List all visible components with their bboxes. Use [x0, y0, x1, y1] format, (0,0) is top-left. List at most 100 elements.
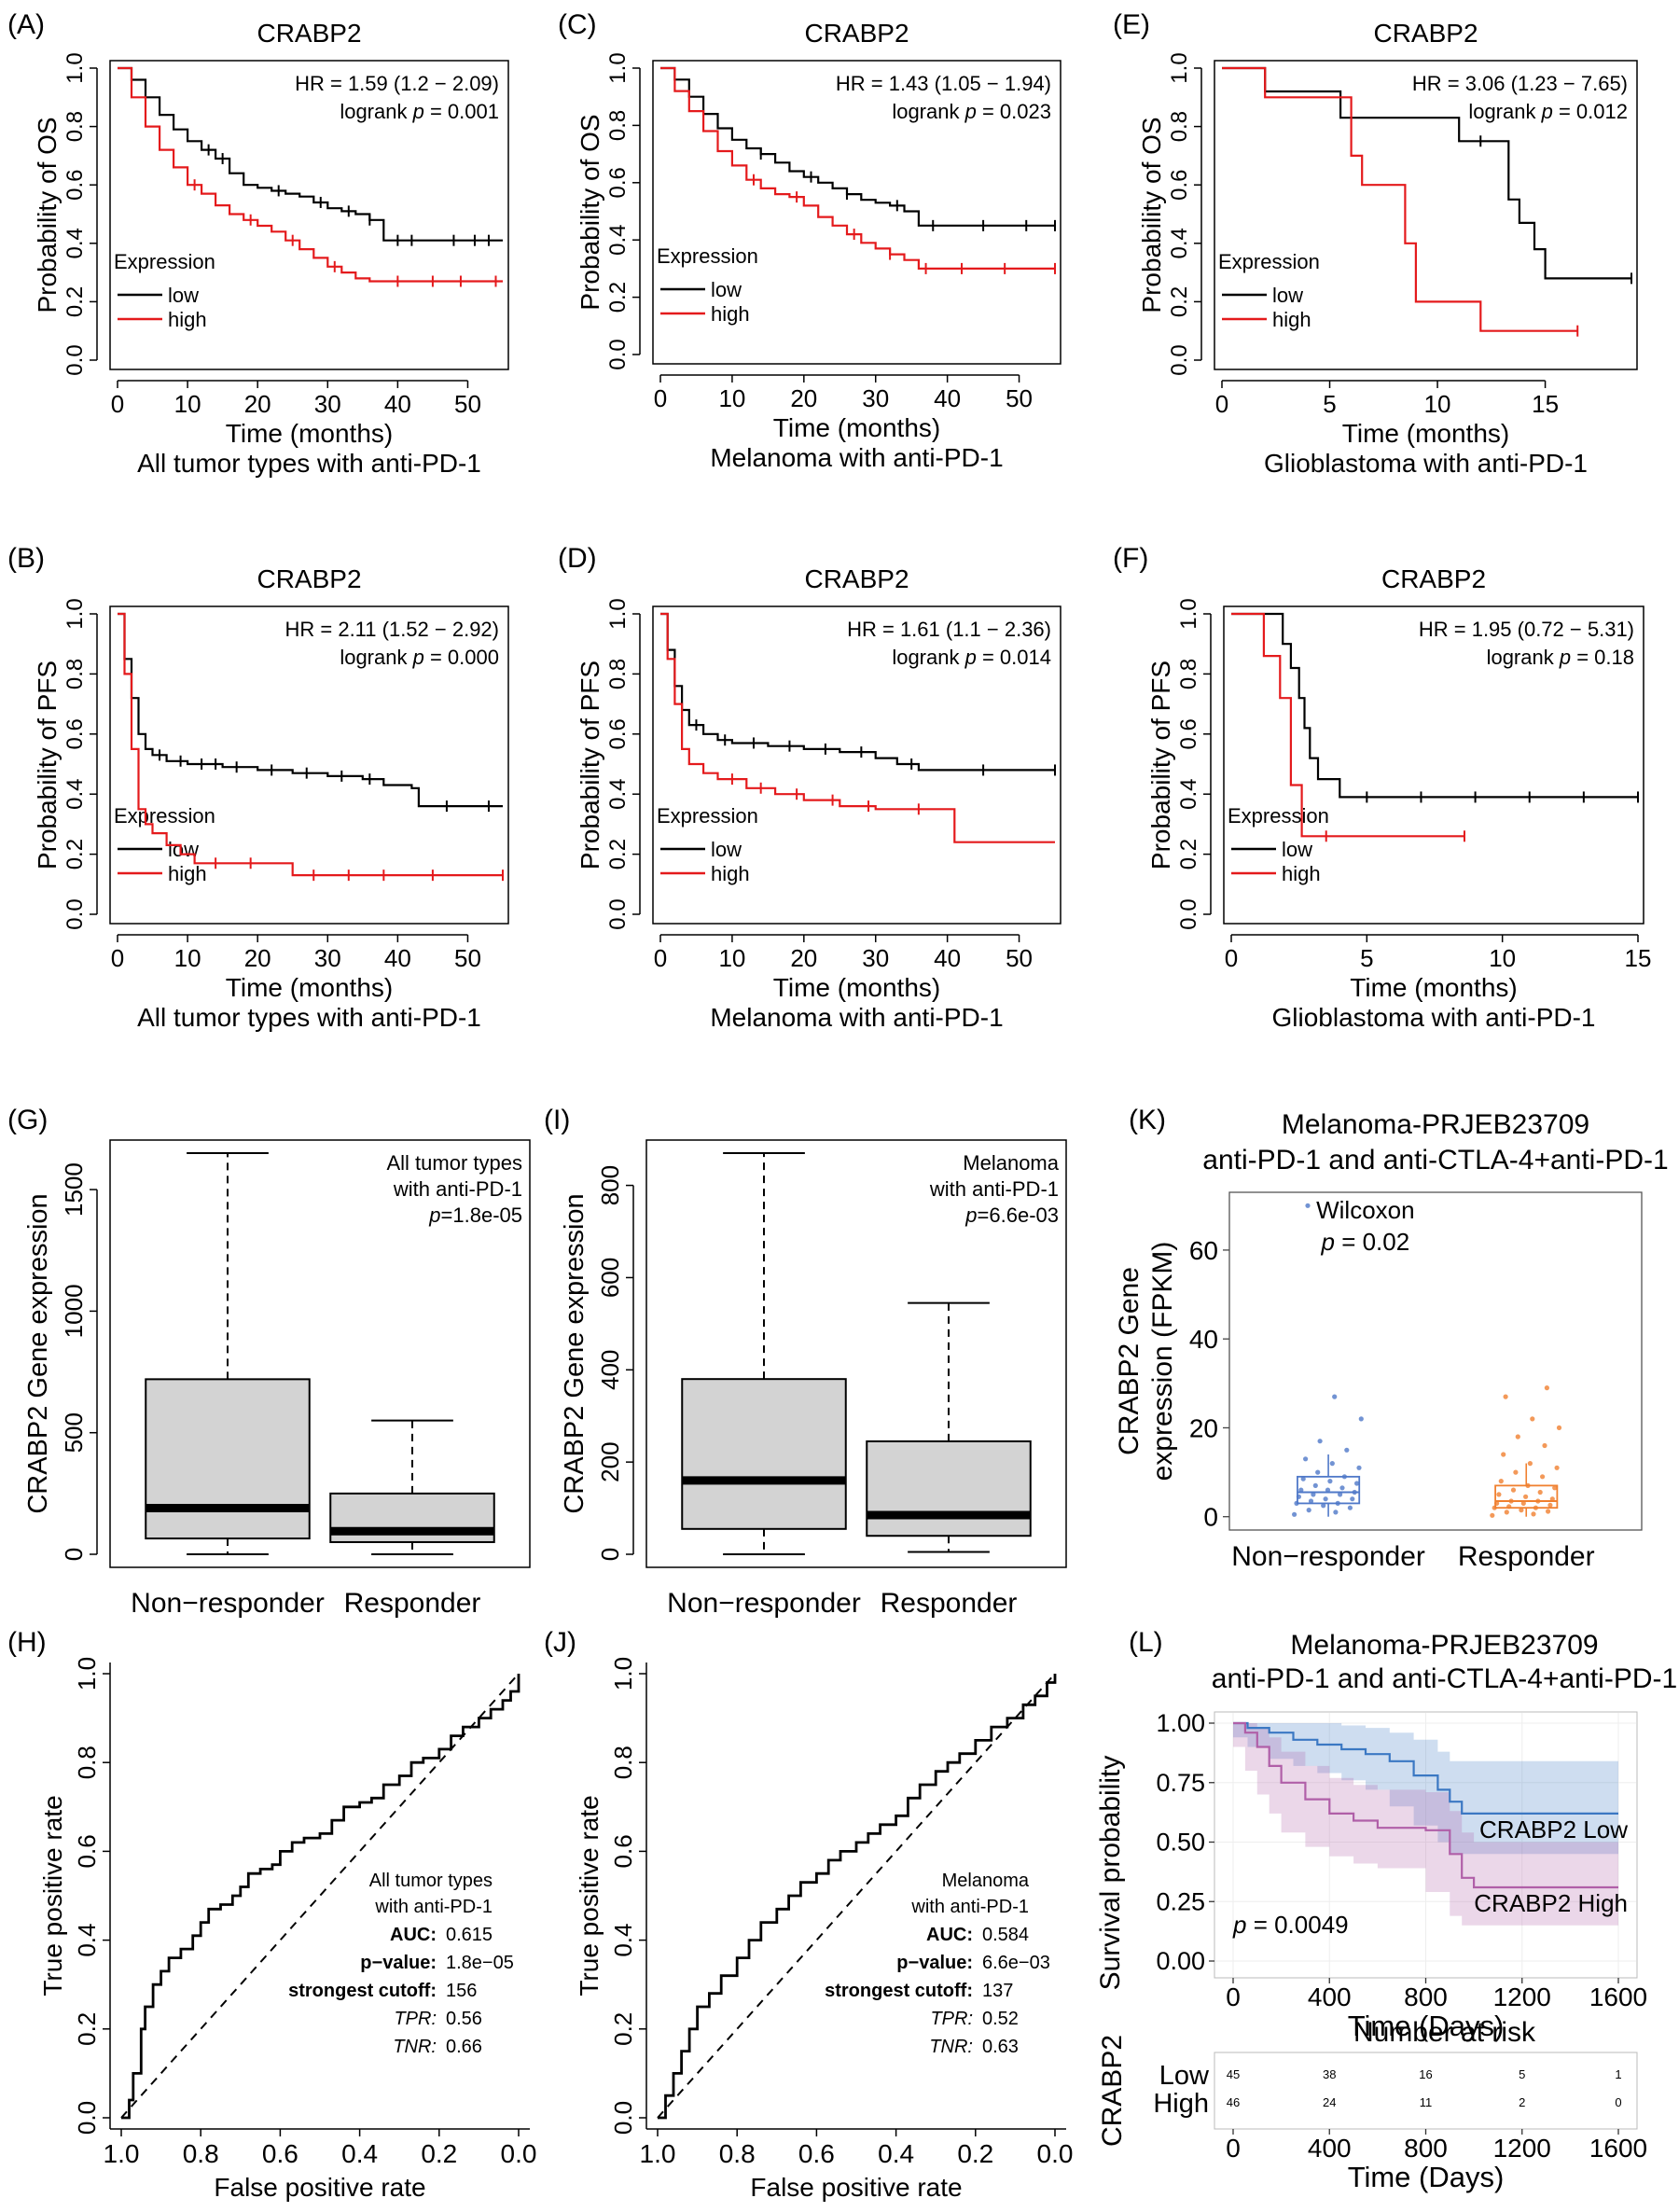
- risk-count: 24: [1323, 2095, 1336, 2109]
- x-tick-label: 0.2: [421, 2139, 457, 2168]
- stat-value: 0.63: [982, 2037, 1019, 2057]
- box-iqr: [866, 1440, 1032, 1537]
- logrank-prefix: logrank: [892, 646, 964, 669]
- jitter-point: [1544, 1385, 1549, 1391]
- chart-subtitle: Melanoma with anti-PD-1: [710, 1003, 1003, 1032]
- y-tick-label: 0.0: [62, 898, 88, 929]
- y-tick-label: 0: [1203, 1503, 1218, 1532]
- legend-label-high: high: [168, 862, 207, 885]
- y-tick-label: 20: [1189, 1413, 1218, 1442]
- legend-label-low: low: [711, 278, 742, 301]
- x-tick-label: 40: [384, 390, 411, 418]
- y-tick-label: 0.2: [73, 2012, 101, 2046]
- x-axis-label: Time (months): [773, 973, 940, 1002]
- km-curve-high: [1222, 66, 1578, 332]
- x-tick-label: 10: [174, 944, 201, 972]
- chart-subtitle: Glioblastoma with anti-PD-1: [1271, 1003, 1595, 1032]
- y-tick-label: 0.0: [62, 344, 88, 375]
- jitter-point: [1547, 1502, 1553, 1508]
- risk-count: 5: [1519, 2067, 1525, 2081]
- jitter-point: [1350, 1496, 1355, 1502]
- y-tick-label: 0.8: [73, 1746, 101, 1779]
- risk-x-tick-label: 400: [1308, 2134, 1352, 2163]
- km-curve-high: [1231, 612, 1464, 838]
- box-iqr: [145, 1378, 311, 1540]
- x-axis-label: Time (months): [773, 413, 940, 442]
- hazard-ratio-text: HR = 1.95 (0.72 − 5.31): [1419, 618, 1634, 641]
- panel-label-G: (G): [7, 1105, 48, 1135]
- jitter-point: [1358, 1416, 1364, 1422]
- plot-frame: [652, 60, 1062, 365]
- km-curve-high: [660, 612, 1055, 843]
- jitter-point: [1515, 1434, 1520, 1440]
- risk-count: 2: [1519, 2095, 1525, 2109]
- y-tick-label: 1.0: [1167, 52, 1192, 83]
- risk-table-ylabel: CRABP2: [1097, 2035, 1128, 2147]
- y-axis-label: True positive rate: [38, 1795, 67, 1996]
- annotation-line-2: with anti-PD-1: [929, 1177, 1059, 1201]
- risk-row-label: High: [1153, 2089, 1209, 2119]
- jitter-point: [1537, 1489, 1543, 1496]
- stat-label: AUC:: [926, 1925, 973, 1945]
- jitter-point: [1549, 1496, 1555, 1502]
- chart-title: CRABP2: [1373, 19, 1478, 48]
- y-tick-label: 200: [596, 1441, 624, 1482]
- logrank-text: logrank p = 0.014: [892, 646, 1051, 669]
- y-tick-label: 0.4: [1167, 228, 1192, 258]
- y-axis-label: True positive rate: [575, 1795, 604, 1996]
- risk-count: 11: [1420, 2095, 1433, 2109]
- p-value: = 0.023: [977, 100, 1051, 123]
- chart-title-line-2: anti-PD-1 and anti-CTLA-4+anti-PD-1: [1212, 1663, 1677, 1694]
- y-tick-label: 0.0: [605, 339, 631, 369]
- y-tick-label: 0.25: [1156, 1887, 1205, 1915]
- stat-label: AUC:: [390, 1925, 437, 1945]
- p-value-text: p=6.6e-03: [964, 1203, 1059, 1227]
- chart-subtitle: Glioblastoma with anti-PD-1: [1264, 449, 1588, 478]
- y-tick-label: 1.0: [605, 598, 631, 629]
- jitter-point: [1303, 1456, 1309, 1462]
- p-value-text: p = 0.0049: [1232, 1911, 1349, 1939]
- plot-frame: [652, 605, 1062, 925]
- chart-title: CRABP2: [804, 19, 909, 48]
- risk-table-title: Number at risk: [1353, 2017, 1536, 2048]
- stat-value: 156: [446, 1981, 477, 2001]
- x-tick-label: 20: [790, 944, 817, 972]
- y-tick-label: 0.4: [605, 779, 631, 810]
- chart-title-line-1: Melanoma-PRJEB23709: [1290, 1630, 1598, 1661]
- y-tick-label: 40: [1189, 1325, 1218, 1354]
- x-tick-label: 0: [1215, 390, 1228, 418]
- y-tick-label: 500: [60, 1412, 88, 1453]
- stat-label: TNR:: [393, 2037, 437, 2057]
- y-tick-label: 0.8: [62, 659, 88, 689]
- x-tick-label: 40: [934, 944, 961, 972]
- y-tick-label: 0: [596, 1548, 624, 1561]
- y-tick-label: 0.2: [1176, 839, 1201, 869]
- x-tick-label: 0.4: [341, 2139, 378, 2168]
- jitter-point: [1292, 1511, 1297, 1517]
- x-axis-label: False positive rate: [214, 2173, 425, 2202]
- x-tick-label: 15: [1532, 390, 1559, 418]
- logrank-text: logrank p = 0.18: [1487, 646, 1634, 669]
- p-value: =6.6e-03: [978, 1203, 1059, 1227]
- annotation-line-1: Melanoma: [963, 1151, 1059, 1175]
- legend-label-low: low: [711, 838, 742, 861]
- annotation-line-2: with anti-PD-1: [374, 1897, 493, 1917]
- x-tick-label: 30: [314, 390, 341, 418]
- y-tick-label: 0.8: [62, 111, 88, 142]
- jitter-point: [1498, 1479, 1504, 1484]
- jitter-point: [1554, 1465, 1560, 1470]
- y-tick-label: 0.4: [1176, 779, 1201, 810]
- stat-label: strongest cutoff:: [825, 1981, 973, 2001]
- y-tick-label: 0.4: [609, 1924, 637, 1957]
- jitter-point: [1306, 1508, 1311, 1513]
- jitter-point: [1339, 1485, 1345, 1491]
- risk-count: 45: [1227, 2067, 1240, 2081]
- risk-count: 16: [1419, 2067, 1432, 2081]
- x-tick-label: 0: [654, 384, 667, 412]
- jitter-point: [1530, 1416, 1535, 1422]
- x-category-label: Responder: [1458, 1541, 1595, 1572]
- y-tick-label: 0.6: [605, 718, 631, 749]
- x-axis-label: False positive rate: [750, 2173, 962, 2202]
- x-tick-label: 40: [384, 944, 411, 972]
